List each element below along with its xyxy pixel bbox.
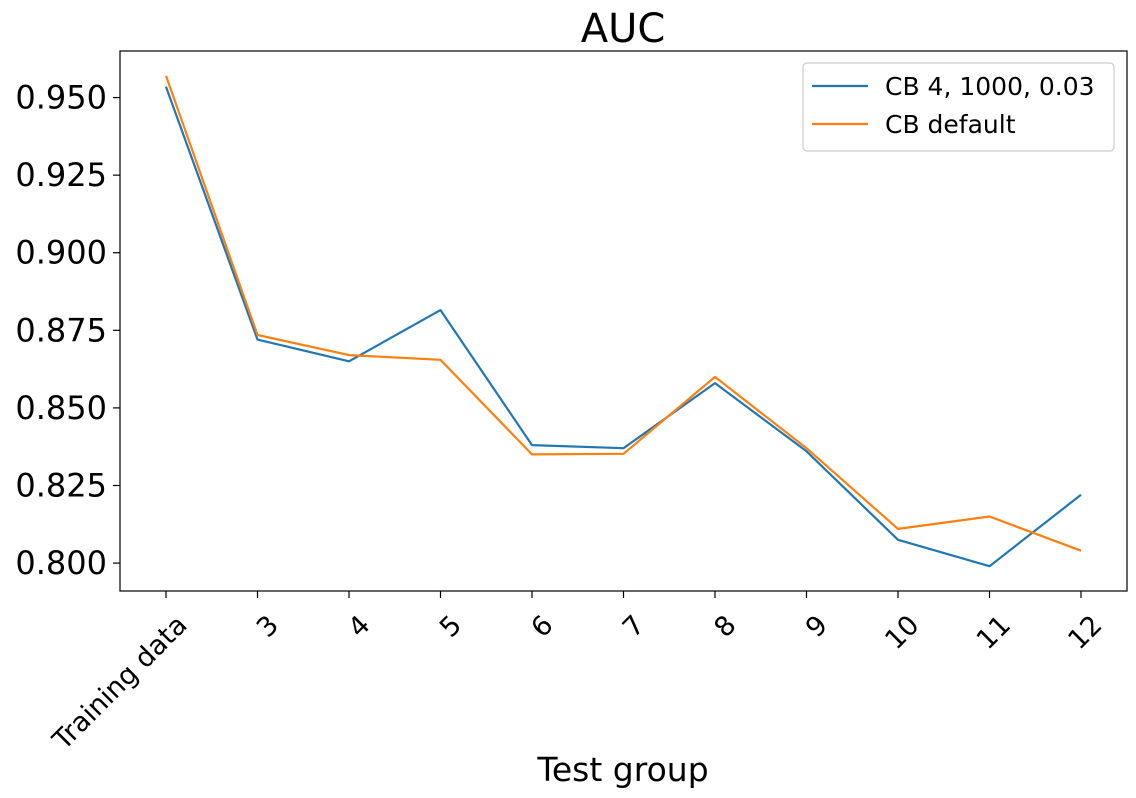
series-line-1 <box>164 86 1082 568</box>
x-tick-label: 12 <box>1062 610 1108 656</box>
y-tick-label: 0.950 <box>15 79 107 117</box>
x-tick-label: 4 <box>342 610 376 644</box>
y-tick-label: 0.875 <box>15 311 107 349</box>
y-tick-label: 0.825 <box>15 466 107 504</box>
legend-label-2: CB default <box>885 110 1016 139</box>
x-tick-label: Training data <box>46 610 193 757</box>
series-lines <box>164 75 1082 568</box>
x-tick-label: 11 <box>971 610 1017 656</box>
x-tick-label: 8 <box>708 610 742 644</box>
x-axis-ticks: Training data 3 4 5 6 7 8 9 10 11 12 <box>46 591 1109 757</box>
y-axis-ticks: 0.800 0.825 0.850 0.875 0.900 0.925 0.950 <box>15 79 120 582</box>
x-tick-label: 5 <box>434 610 468 644</box>
plot-area-frame <box>119 50 1128 592</box>
x-tick-label: 10 <box>879 610 925 656</box>
x-tick-label: 9 <box>800 610 834 644</box>
x-tick-label: 6 <box>525 610 559 644</box>
y-tick-label: 0.800 <box>15 544 107 582</box>
x-tick-label: 7 <box>617 610 651 644</box>
x-axis-label: Test group <box>536 750 708 789</box>
chart-title: AUC <box>581 6 666 52</box>
y-tick-label: 0.850 <box>15 389 107 427</box>
y-tick-label: 0.925 <box>15 156 107 194</box>
y-tick-label: 0.900 <box>15 234 107 272</box>
legend-label-1: CB 4, 1000, 0.03 <box>885 72 1095 101</box>
legend-frame <box>802 62 1115 152</box>
series-line-2 <box>164 75 1082 552</box>
legend: CB 4, 1000, 0.03 CB default <box>802 62 1115 152</box>
x-tick-label: 3 <box>251 610 285 644</box>
